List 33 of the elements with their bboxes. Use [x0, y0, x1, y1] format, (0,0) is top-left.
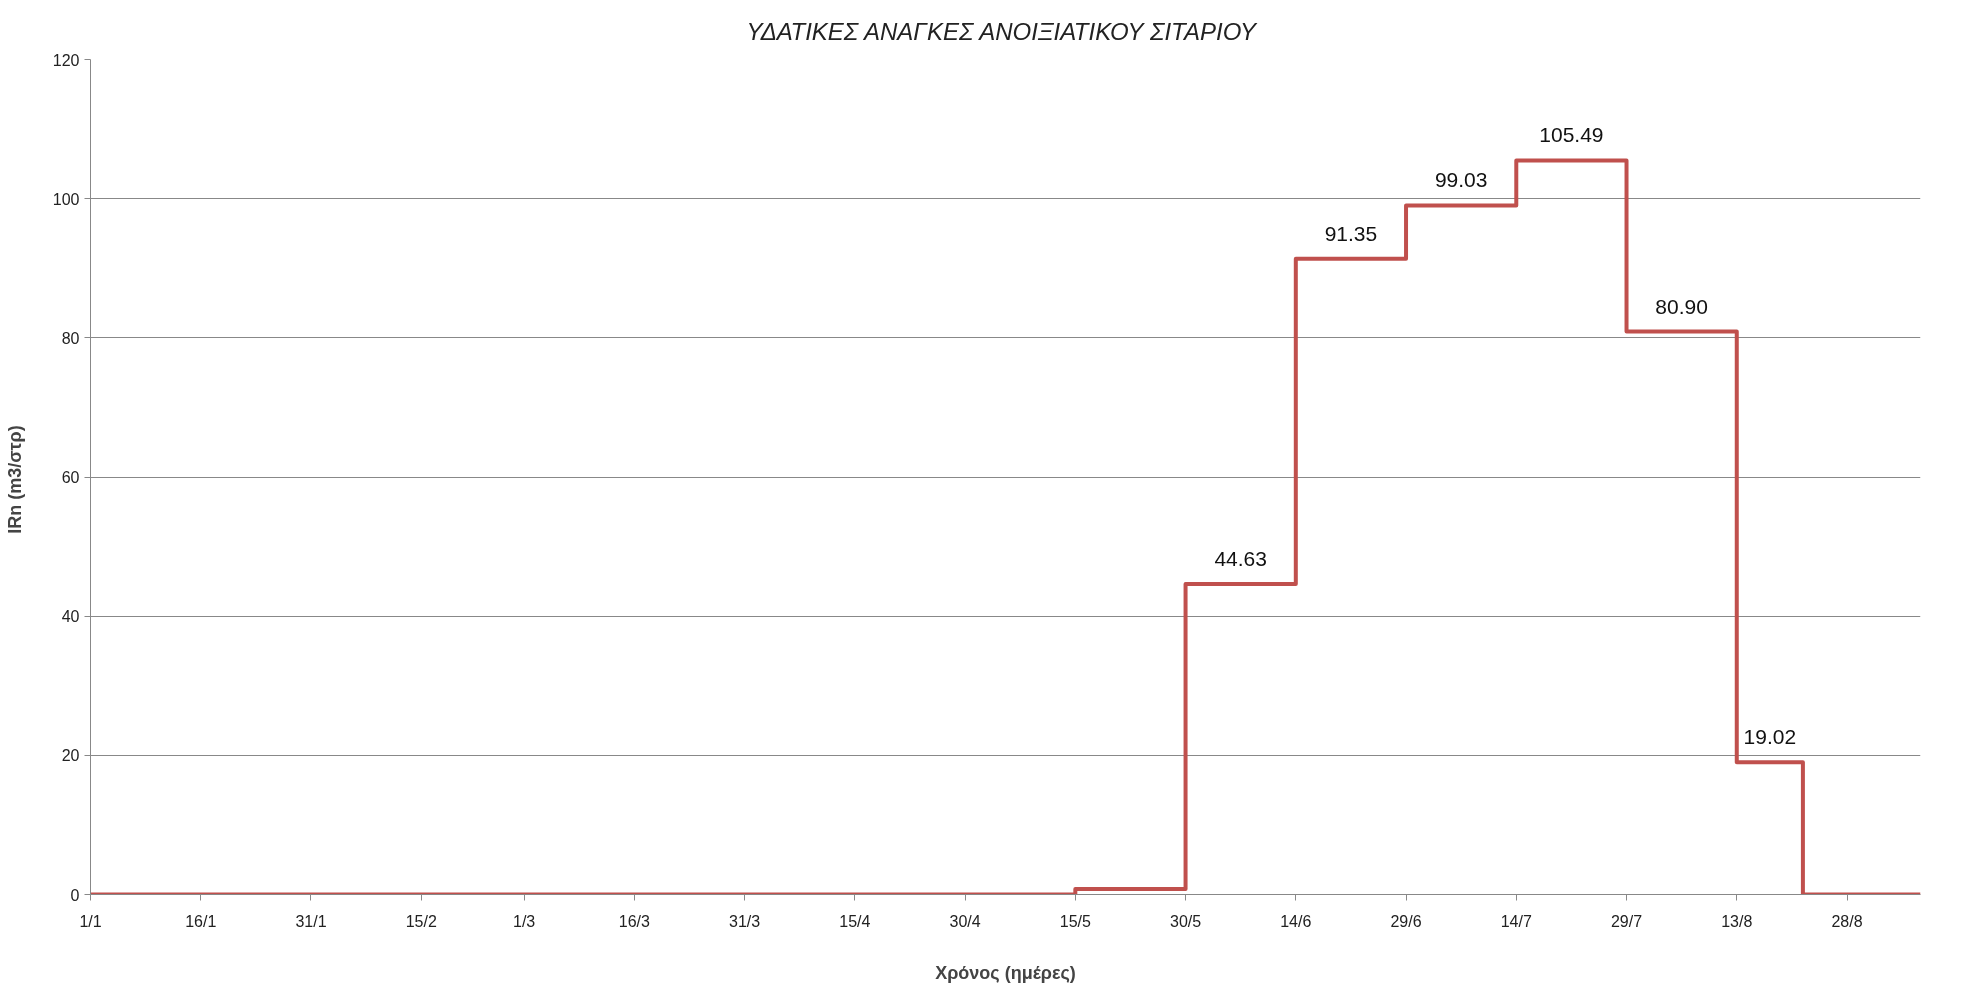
x-tick-label: 28/8 — [1831, 912, 1863, 930]
x-tick-label: 29/7 — [1610, 912, 1643, 930]
x-tick-label: 15/4 — [839, 912, 871, 930]
data-label: 80.90 — [1655, 294, 1708, 318]
x-tick-label: 16/1 — [185, 912, 217, 930]
y-tick-label: 80 — [61, 329, 80, 347]
x-tick-label: 31/3 — [729, 912, 761, 930]
y-axis-title: IRn (m3/στρ) — [4, 425, 25, 534]
x-tick-label: 15/5 — [1059, 912, 1091, 930]
x-tick-label: 1/3 — [512, 912, 536, 930]
x-tick-label: 30/5 — [1169, 912, 1202, 930]
y-tick-label: 120 — [52, 51, 80, 69]
x-tick-label: 14/7 — [1500, 912, 1532, 930]
x-tick-label: 30/4 — [949, 912, 981, 930]
x-tick-label: 14/6 — [1280, 912, 1312, 930]
data-label: 91.35 — [1324, 221, 1378, 245]
data-label: 19.02 — [1743, 725, 1797, 749]
y-tick-label: 100 — [52, 190, 80, 208]
x-tick-label: 1/1 — [79, 912, 102, 930]
x-tick-label: 16/3 — [618, 912, 651, 930]
x-tick-label: 13/8 — [1721, 912, 1753, 930]
y-tick-label: 60 — [61, 469, 80, 486]
x-axis-title: Χρόνος (ημέρες) — [935, 962, 1076, 983]
chart-title: ΥΔΑΤΙΚΕΣ ΑΝΑΓΚΕΣ ΑΝΟΙΞΙΑΤΙΚΟΥ ΣΙΤΑΡΙΟΥ — [746, 17, 1259, 45]
data-label: 105.49 — [1539, 123, 1604, 147]
y-tick-label: 20 — [61, 747, 80, 765]
y-tick-label: 0 — [70, 886, 80, 904]
data-label: 99.03 — [1434, 168, 1488, 192]
x-tick-label: 29/6 — [1390, 912, 1422, 930]
data-label: 44.63 — [1214, 546, 1267, 570]
y-tick-label: 40 — [61, 608, 80, 626]
x-tick-label: 15/2 — [405, 912, 437, 930]
x-tick-label: 31/1 — [295, 912, 327, 930]
